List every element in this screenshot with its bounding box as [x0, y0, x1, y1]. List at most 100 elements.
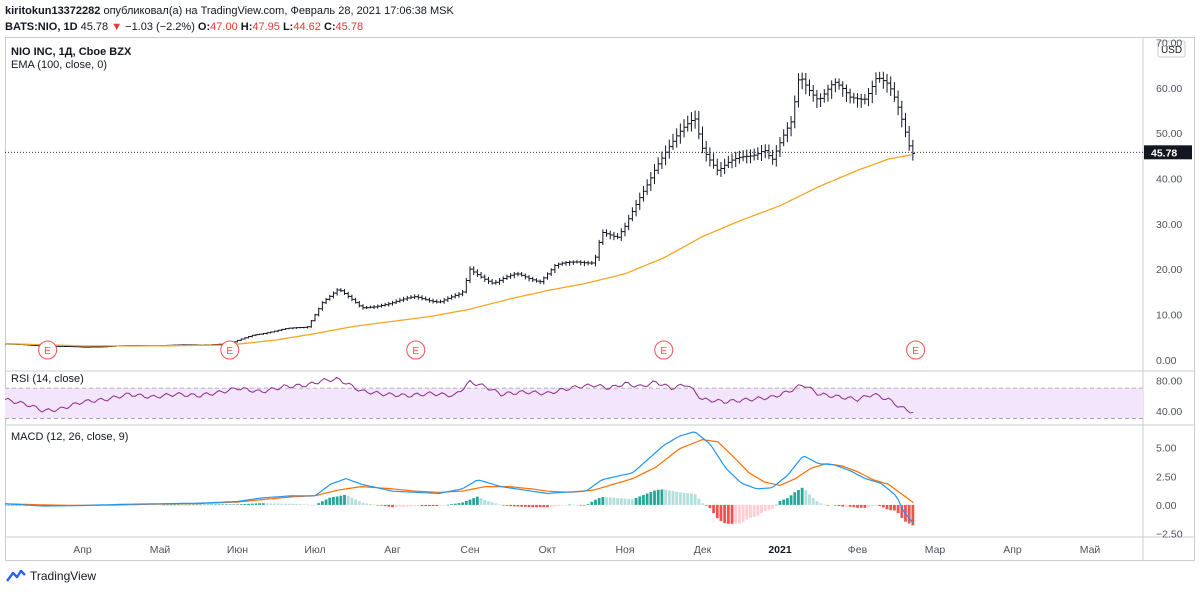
ohlc-bar — [405, 295, 410, 301]
macd-histogram-bar — [523, 504, 527, 507]
macd-histogram-bar — [188, 504, 191, 506]
author-name[interactable]: kiritokun13372282 — [5, 5, 101, 17]
chart-frame — [5, 37, 1195, 561]
ema-legend: EMA (100, close, 0) — [11, 59, 107, 71]
macd-histogram-bar — [376, 504, 380, 506]
macd-histogram-bar — [217, 504, 221, 506]
footer-brand[interactable]: TradingView — [6, 569, 96, 583]
macd-histogram-bar — [697, 498, 701, 505]
macd-histogram-bar — [405, 504, 409, 507]
ohlc-bar — [563, 261, 568, 266]
macd-histogram-bar — [335, 496, 339, 505]
ohlc-bar — [527, 275, 532, 282]
ohlc-bar — [346, 291, 351, 299]
brand-label: TradingView — [30, 569, 97, 583]
last-price-value: 45.78 — [1151, 147, 1177, 159]
earnings-marker[interactable] — [406, 340, 426, 360]
macd-histogram-bar — [398, 504, 402, 507]
macd-histogram-bar — [693, 494, 697, 505]
macd-histogram-bar — [881, 504, 885, 508]
ohlc-bar — [707, 147, 712, 167]
ohlc-bar — [290, 327, 295, 330]
rsi-line — [5, 376, 914, 414]
ohlc-bar — [763, 144, 768, 159]
macd-histogram-bar — [273, 503, 276, 505]
price-tick-label: 60.00 — [1156, 83, 1182, 95]
ohlc-bar — [497, 278, 502, 285]
ohlc-bar — [62, 345, 67, 347]
ohlc-bar — [268, 331, 273, 334]
ohlc-bar — [301, 326, 306, 329]
ohlc-bar — [397, 298, 402, 303]
ohlc-bar — [298, 326, 303, 329]
ohlc-bar — [589, 260, 594, 265]
ohlc-bar — [910, 139, 915, 161]
ohlc-bar — [313, 313, 317, 322]
macd-histogram-bar — [568, 504, 572, 506]
macd-histogram-bar — [380, 504, 383, 506]
macd-histogram-bar — [597, 498, 601, 505]
price-tick-label: 0.00 — [1156, 355, 1177, 367]
ohlc-bar — [335, 288, 340, 296]
ohlc-bar — [482, 274, 487, 282]
ohlc-bar — [479, 272, 484, 279]
macd-histogram-bar — [870, 504, 874, 507]
macd-histogram-bar — [461, 502, 465, 505]
macd-histogram-bar — [10, 504, 14, 506]
macd-histogram-bar — [715, 504, 719, 519]
ohlc-bar — [667, 139, 672, 159]
ohlc-bar — [704, 140, 709, 162]
ohlc-bar — [766, 144, 771, 160]
macd-histogram-bar — [368, 503, 372, 505]
macd-histogram-bar — [232, 504, 236, 505]
ohlc-bar — [475, 269, 480, 277]
macd-tick-label: −2.50 — [1156, 529, 1183, 541]
macd-tick-label: 5.00 — [1156, 443, 1177, 455]
ohlc-bar — [578, 260, 583, 266]
macd-histogram-bar — [210, 504, 214, 506]
macd-histogram-bar — [893, 504, 896, 511]
ohlc-bar — [899, 100, 904, 128]
earnings-marker[interactable] — [906, 340, 926, 360]
earnings-marker[interactable] — [654, 340, 674, 360]
time-tick-label: Мар — [925, 544, 946, 556]
ohlc-bar — [730, 153, 735, 169]
macd-histogram-bar — [151, 504, 155, 506]
macd-histogram-bar — [656, 489, 660, 505]
ohlc-bar — [674, 128, 679, 148]
macd-histogram-bar — [509, 504, 512, 507]
macd-histogram-bar — [527, 504, 531, 508]
ohlc-bar — [324, 297, 329, 305]
earnings-marker[interactable] — [220, 340, 240, 360]
ohlc-bar — [501, 276, 506, 283]
macd-histogram-bar — [147, 504, 151, 506]
ohlc-bar — [309, 319, 314, 328]
currency-button[interactable] — [1157, 40, 1186, 58]
rsi-band — [5, 388, 1143, 419]
ohlc-bar — [390, 300, 395, 306]
macd-histogram-bar — [667, 490, 671, 505]
macd-histogram-bar — [774, 504, 778, 506]
ohlc-bar — [840, 81, 845, 97]
ohlc-bar — [420, 295, 425, 301]
ohlc-bar — [283, 328, 288, 331]
ohlc-bar — [87, 346, 92, 348]
macd-histogram-bar — [793, 492, 797, 505]
macd-histogram-bar — [409, 504, 413, 507]
ohlc-bar — [386, 301, 391, 307]
ohlc-bar — [600, 229, 605, 246]
macd-histogram-bar — [265, 503, 269, 505]
macd-histogram-bar — [564, 504, 568, 506]
macd-histogram-bar — [538, 504, 542, 508]
ohlc-bar — [903, 112, 908, 138]
macd-histogram-bar — [5, 504, 7, 506]
ohlc-bar — [759, 145, 764, 161]
ohlc-bar — [637, 192, 642, 211]
earnings-marker[interactable] — [38, 340, 58, 360]
macd-histogram-bar — [686, 493, 690, 505]
ohlc-bar — [327, 294, 332, 301]
macd-histogram-bar — [749, 504, 752, 518]
ohlc-bar — [851, 92, 856, 104]
macd-histogram-bar — [472, 498, 476, 505]
